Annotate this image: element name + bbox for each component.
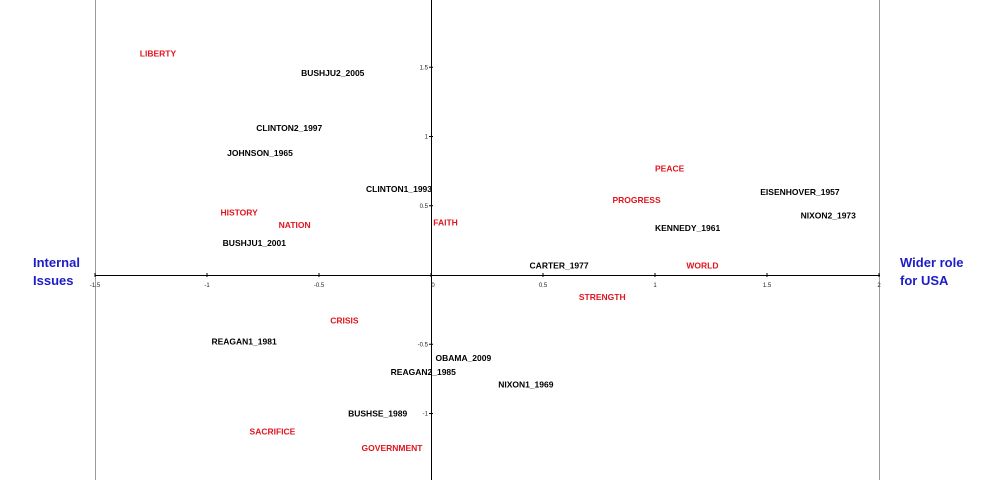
x-tick-label: 0 [431,283,435,289]
speech-point-label: CARTER_1977 [530,260,589,270]
speech-point-label: EISENHOVER_1957 [760,187,840,197]
x-axis-left-label-line: Issues [33,273,74,288]
x-axis-right-label-line: for USA [900,273,949,288]
y-tick-label: 1.5 [420,65,429,71]
y-tick-label: -0.5 [418,342,429,348]
word-point-label: SACRIFICE [250,427,296,437]
word-point-label: HISTORY [220,208,258,218]
y-tick-label: 0.5 [420,204,429,210]
speech-point-label: BUSHJU2_2005 [301,68,365,78]
speech-point-label: REAGAN1_1981 [211,336,276,346]
speech-point-label: BUSHSE_1989 [348,409,407,419]
word-point-label: NATION [279,220,311,230]
x-tick-label: 1 [653,283,657,289]
x-tick-label: -0.5 [314,283,325,289]
speech-point-label: JOHNSON_1965 [227,148,293,158]
x-tick-label: 1.5 [763,283,772,289]
word-point-label: FAITH [433,217,458,227]
word-point-label: STRENGTH [579,292,626,302]
x-tick-label: -1 [204,283,210,289]
x-tick-label: 2 [877,283,881,289]
x-axis-ticks: -1.5 -1 -0.5 0 0.5 1 1.5 2 [90,273,881,289]
x-tick-label: -1.5 [90,283,101,289]
x-tick-label: 0.5 [539,283,548,289]
point-labels: BUSHJU2_2005 CLINTON2_1997 JOHNSON_1965 CLI… [140,48,856,453]
speech-point-label: KENNEDY_1961 [655,223,720,233]
speech-point-label: BUSHJU1_2001 [223,238,287,248]
x-axis-left-label: Internal Issues [33,254,80,290]
word-point-label: LIBERTY [140,48,177,58]
speech-point-label: REAGAN2_1985 [391,367,456,377]
speech-point-label: OBAMA_2009 [435,353,491,363]
x-axis-left-label-line: Internal [33,255,80,270]
word-point-label: PROGRESS [612,195,661,205]
word-point-label: PEACE [655,163,685,173]
word-point-label: CRISIS [330,316,359,326]
x-axis-right-label-line: Wider role [900,255,964,270]
speech-point-label: CLINTON2_1997 [256,123,322,133]
speech-point-label: NIXON2_1973 [801,210,857,220]
y-tick-label: 1 [425,135,429,141]
word-point-label: WORLD [686,260,718,270]
y-tick-label: -1 [423,412,429,418]
speech-point-label: NIXON1_1969 [498,379,554,389]
y-tick-label: 2 [425,0,429,2]
word-point-label: GOVERNMENT [362,443,424,453]
speech-point-label: CLINTON1_1993 [366,184,432,194]
x-axis-right-label: Wider role for USA [900,254,963,290]
y-axis-ticks: -1 -0.5 0.5 1 1.5 2 [418,0,433,418]
